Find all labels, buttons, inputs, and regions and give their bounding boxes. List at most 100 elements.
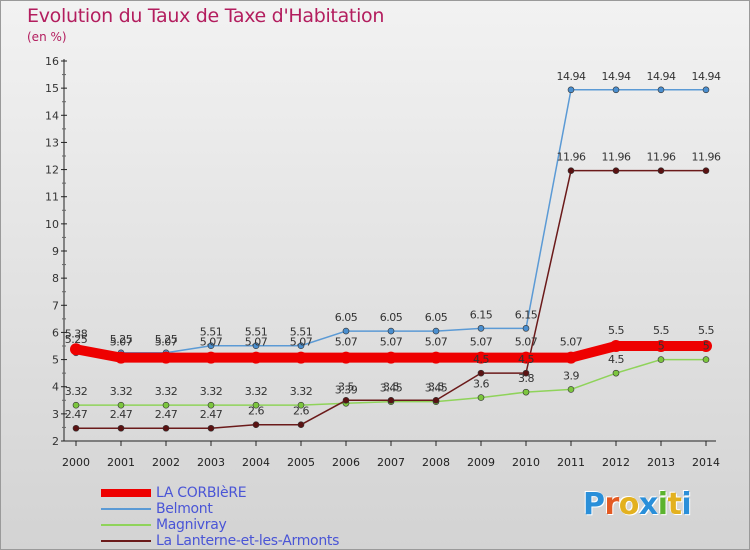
data-point-la-corbiere [610,340,622,352]
data-point-la-lanterne [72,424,80,432]
x-tick-label: 2011 [557,456,585,469]
data-label-la-corbiere: 5.07 [200,336,223,349]
data-point-la-corbiere [700,340,712,352]
data-point-magnivray [72,401,80,409]
data-point-belmont [657,86,665,94]
data-point-la-corbiere [115,351,127,364]
data-label-la-lanterne: 4.5 [473,353,489,366]
data-label-belmont: 5.25 [110,333,133,346]
data-label-la-corbiere: 5.5 [653,324,669,337]
data-label-belmont: 6.15 [470,308,493,321]
data-point-magnivray [702,356,710,363]
data-point-la-lanterne [207,424,215,432]
data-point-la-corbiere [520,351,532,364]
x-tick-label: 2006 [332,456,360,469]
data-label-la-lanterne: 2.47 [110,408,133,421]
data-point-la-lanterne [162,424,170,432]
logo-letter: o [618,487,640,522]
legend-label-magnivray: Magnivray [156,517,227,533]
data-label-belmont: 6.15 [515,308,538,321]
data-label-la-lanterne: 3.5 [383,380,399,393]
data-point-magnivray [522,388,530,396]
data-label-la-corbiere: 5.07 [425,336,448,349]
data-label-la-corbiere: 5.07 [560,336,583,349]
data-point-la-corbiere [565,351,577,364]
data-point-belmont [207,342,215,350]
x-tick-label: 2003 [197,456,225,469]
data-point-la-lanterne [567,167,575,174]
legend-swatch-belmont [101,508,151,510]
data-point-magnivray [297,401,305,409]
data-label-la-corbiere: 5.07 [380,336,403,349]
data-label-la-lanterne: 2.6 [293,405,309,418]
x-tick-label: 2000 [62,456,90,469]
legend-label-la-corbiere: LA CORBIèRE [156,485,247,501]
data-point-magnivray [612,369,620,377]
data-label-la-lanterne: 11.96 [602,151,631,164]
y-tick-label: 15 [45,82,59,95]
data-label-magnivray: 3.45 [425,382,448,395]
x-tick-label: 2002 [152,456,180,469]
logo-letter: i [657,487,668,522]
data-label-la-corbiere: 5.5 [698,324,714,337]
data-label-belmont: 5.51 [290,326,313,339]
data-label-magnivray: 3.6 [473,378,489,391]
proxiti-logo: Proxiti [583,487,692,522]
data-label-magnivray: 3.32 [290,385,313,398]
data-label-belmont: 14.94 [602,70,631,83]
data-label-magnivray: 5 [658,340,665,353]
data-point-magnivray [207,401,215,409]
y-tick-label: 4 [52,381,59,394]
data-point-la-corbiere [430,351,442,364]
data-label-belmont: 5.25 [65,333,88,346]
y-tick-label: 2 [52,435,59,448]
data-point-la-corbiere [250,351,262,364]
legend-swatch-la-lanterne [101,540,151,542]
logo-letter: P [583,487,605,522]
data-label-la-corbiere: 5.07 [245,336,268,349]
data-point-la-corbiere [295,351,307,364]
data-label-la-lanterne: 2.47 [200,408,223,421]
x-tick-label: 2010 [512,456,540,469]
data-point-la-corbiere [475,351,487,364]
data-label-magnivray: 3.9 [563,369,579,382]
chart-subtitle: (en %) [27,30,67,44]
data-point-la-corbiere [385,351,397,364]
x-tick-label: 2005 [287,456,315,469]
data-point-la-lanterne [297,421,305,429]
legend-swatch-la-corbiere [101,489,151,497]
x-tick-label: 2004 [242,456,270,469]
data-point-magnivray [657,356,665,363]
y-tick-label: 13 [45,136,59,149]
data-label-la-lanterne: 4.5 [518,353,534,366]
data-label-magnivray: 3.32 [245,385,268,398]
data-point-belmont [522,325,530,332]
data-label-magnivray: 3.39 [335,383,358,396]
data-label-magnivray: 3.32 [155,385,178,398]
data-label-belmont: 14.94 [647,70,676,83]
data-point-la-lanterne [522,369,530,377]
data-point-la-lanterne [702,167,710,174]
y-tick-label: 11 [45,191,59,204]
y-tick-label: 14 [45,109,59,122]
data-point-la-lanterne [477,369,485,377]
data-point-la-lanterne [117,424,125,432]
data-label-la-lanterne: 2.6 [248,405,264,418]
data-point-la-lanterne [342,396,350,404]
logo-letter: i [681,487,692,522]
data-point-belmont [612,86,620,94]
data-label-belmont: 5.25 [155,333,178,346]
data-point-la-corbiere [160,351,172,364]
legend-label-la-lanterne: La Lanterne-et-les-Armonts [156,533,340,549]
data-label-la-lanterne: 3.5 [428,380,444,393]
data-label-magnivray: 3.8 [518,372,534,385]
data-label-belmont: 6.05 [335,311,358,324]
data-point-magnivray [477,394,485,401]
data-point-belmont [387,327,395,335]
data-label-la-lanterne: 2.47 [155,408,178,421]
legend-swatch-magnivray [101,524,151,526]
data-label-magnivray: 5 [703,340,710,353]
data-point-la-corbiere [205,351,217,364]
